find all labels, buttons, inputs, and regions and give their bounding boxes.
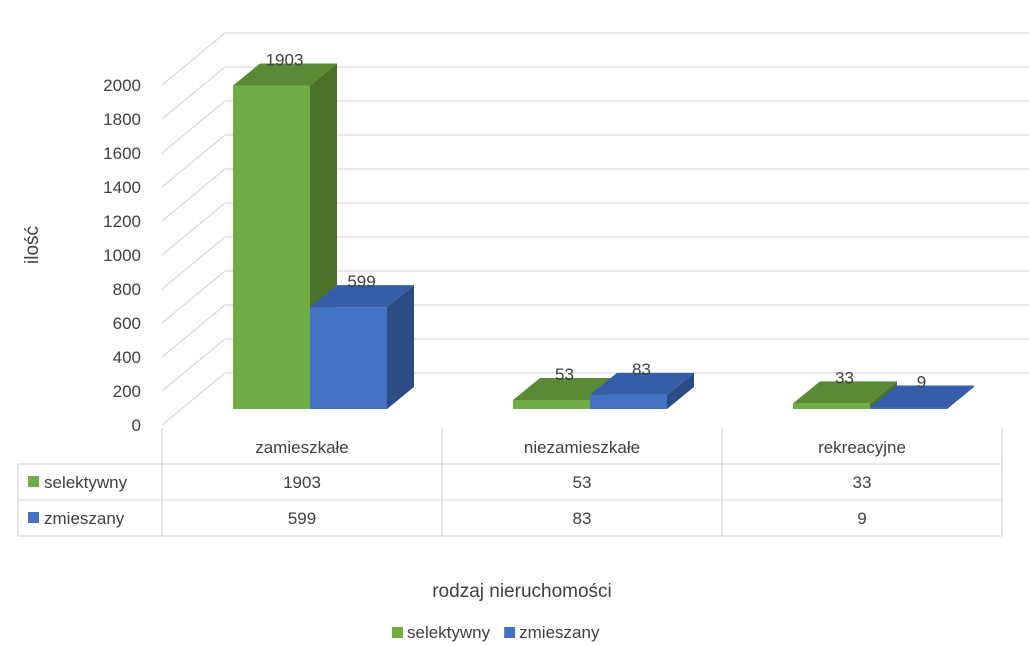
gridline-side — [161, 134, 226, 188]
gridline-side — [161, 372, 226, 426]
legend-entry: zmieszany — [519, 623, 600, 642]
x-tick-label: niezamieszkałe — [524, 438, 640, 457]
gridline-side — [161, 236, 226, 290]
bar-front — [233, 85, 310, 410]
y-tick-label: 1800 — [103, 110, 141, 129]
gridline-side — [161, 32, 226, 86]
bar-top — [590, 372, 694, 395]
y-tick-label: 2000 — [103, 76, 141, 95]
data-label: 33 — [835, 368, 854, 387]
bar-front — [793, 403, 870, 409]
data-table: zamieszkałe niezamieszkałe rekreacyjne sele… — [17, 428, 1003, 537]
bar-top — [310, 285, 414, 308]
y-tick-label: 1400 — [103, 178, 141, 197]
legend: selektywny zmieszany — [392, 623, 600, 642]
data-label: 9 — [917, 372, 926, 391]
table-series-name: zmieszany — [44, 509, 125, 528]
gridline-side — [161, 270, 226, 324]
data-label: 83 — [632, 360, 651, 379]
gridline-side — [161, 66, 226, 120]
table-series-name: selektywny — [44, 473, 128, 492]
bar-top — [793, 381, 897, 404]
bar-front — [513, 399, 590, 409]
bar-top — [233, 63, 337, 86]
data-label: 53 — [555, 365, 574, 384]
data-labels: 1903 599 53 83 33 9 — [266, 50, 927, 391]
bar-side — [947, 385, 974, 409]
y-tick-label: 1200 — [103, 212, 141, 231]
gridline-side — [161, 168, 226, 222]
bar-front — [590, 394, 667, 409]
bar-zmieszany-2 — [870, 385, 974, 409]
x-tick-label: zamieszkałe — [255, 438, 349, 457]
table-cell: 53 — [573, 473, 592, 492]
data-label: 1903 — [266, 50, 304, 69]
bar-front — [870, 407, 947, 409]
y-tick-label: 200 — [113, 382, 141, 401]
bar-front — [310, 307, 387, 409]
y-tick-label: 800 — [113, 280, 141, 299]
y-tick-label: 0 — [132, 416, 141, 435]
y-axis-title: ilość — [22, 226, 43, 264]
data-label: 599 — [347, 272, 375, 291]
table-legend-key — [28, 512, 39, 523]
gridline-side — [161, 338, 226, 392]
gridline-side — [161, 100, 226, 154]
bar-top — [870, 385, 974, 408]
bar-side — [667, 372, 694, 409]
y-tick-label: 1000 — [103, 246, 141, 265]
gridline-side — [161, 304, 226, 358]
table-cell: 1903 — [283, 473, 321, 492]
bar-side — [387, 285, 414, 409]
legend-key — [504, 627, 516, 638]
bar-zmieszany-1 — [590, 372, 694, 409]
y-tick-label: 1600 — [103, 144, 141, 163]
table-cell: 83 — [573, 509, 592, 528]
bar-zmieszany-0 — [310, 285, 414, 409]
table-cell: 599 — [288, 509, 316, 528]
y-axis-ticks: 0 200 400 600 800 1000 1200 1400 1600 1800 2000 — [103, 76, 141, 435]
y-tick-label: 600 — [113, 314, 141, 333]
table-cell: 9 — [857, 509, 866, 528]
table-cell: 33 — [853, 473, 872, 492]
x-axis-title: rodzaj nieruchomości — [432, 581, 612, 602]
y-tick-label: 400 — [113, 348, 141, 367]
legend-entry: selektywny — [407, 623, 491, 642]
bars — [233, 63, 974, 410]
legend-key — [392, 627, 403, 638]
x-tick-label: rekreacyjne — [818, 438, 906, 457]
table-legend-key — [28, 476, 39, 487]
gridline-side — [161, 202, 226, 256]
